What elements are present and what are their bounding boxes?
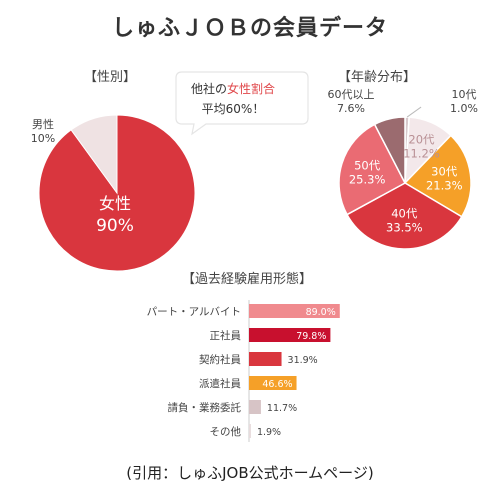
age-label-value-3: 33.5%: [386, 220, 423, 234]
employment-bar-4: [249, 400, 261, 414]
employment-bar-1: [249, 328, 331, 342]
employment-category-4: 請負・業務委託: [168, 401, 242, 414]
age-label-name-0: 10代: [452, 88, 477, 101]
age-label-name-4: 50代: [354, 158, 381, 172]
callout-bubble: [175, 71, 309, 136]
employment-value-5: 1.9%: [257, 427, 281, 438]
callout-line2: 平均60%！: [201, 102, 265, 116]
age-label-value-4: 25.3%: [349, 172, 386, 186]
age-leader-10: [406, 106, 422, 118]
employment-bar-5: [249, 424, 251, 438]
callout-prefix: 他社の: [190, 82, 227, 96]
footer-citation: (引用：しゅふJOB公式ホームページ): [126, 464, 374, 482]
gender-label-female-name: 女性: [99, 194, 131, 213]
age-label-value-2: 21.3%: [426, 179, 463, 193]
gender-label-male-name: 男性: [32, 117, 54, 131]
callout-line1: 他社の女性割合: [178, 80, 288, 97]
employment-chart-title: 【過去経験雇用形態】: [182, 272, 313, 287]
employment-category-2: 契約社員: [199, 353, 241, 366]
age-label-name-1: 20代: [408, 133, 435, 147]
employment-value-3: 46.6%: [262, 379, 292, 390]
age-label-name-3: 40代: [391, 206, 418, 220]
employment-category-5: その他: [210, 425, 242, 438]
employment-bar-3: [249, 376, 297, 390]
employment-value-0: 89.0%: [306, 307, 336, 318]
age-label-value-0: 1.0%: [450, 102, 478, 115]
employment-category-3: 派遣社員: [199, 377, 241, 390]
gender-label-male-value: 10%: [31, 132, 55, 145]
age-slice-5: [373, 116, 406, 184]
age-label-name-2: 30代: [431, 165, 458, 179]
employment-bar-0: [249, 304, 340, 318]
page-title: しゅふＪＯＢの会員データ: [111, 16, 388, 41]
age-slice-4: [338, 123, 407, 216]
age-slice-2: [403, 134, 472, 218]
age-label-name-5: 60代以上: [328, 88, 375, 101]
employment-category-1: 正社員: [210, 329, 242, 342]
employment-value-2: 31.9%: [288, 355, 318, 366]
employment-value-1: 79.8%: [296, 331, 326, 342]
gender-slice-1: [70, 114, 118, 195]
callout-highlight: 女性割合: [227, 82, 276, 96]
gender-label-female-value: 90%: [96, 216, 134, 236]
age-label-value-1: 11.2%: [403, 147, 440, 161]
employment-value-4: 11.7%: [267, 403, 297, 414]
age-chart-title: 【年齢分布】: [338, 70, 417, 85]
employment-bar-2: [249, 352, 282, 366]
employment-category-0: パート・アルバイト: [147, 306, 241, 318]
gender-chart-title: 【性別】: [84, 70, 137, 85]
age-label-value-5: 7.6%: [337, 102, 365, 115]
